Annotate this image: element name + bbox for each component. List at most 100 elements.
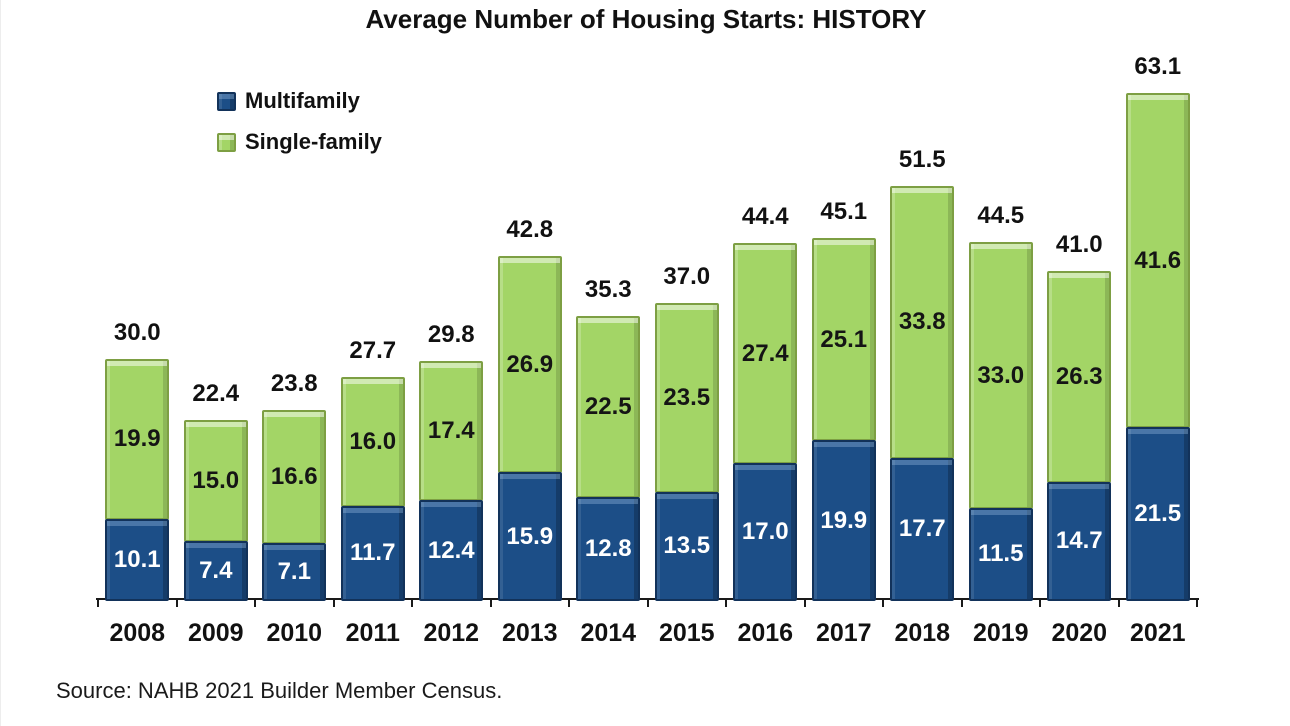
legend-item-multifamily: Multifamily bbox=[217, 86, 382, 116]
x-axis-label-2012: 2012 bbox=[423, 619, 480, 647]
total-label-2014: 35.3 bbox=[584, 276, 632, 304]
total-label-2008: 30.0 bbox=[113, 318, 161, 346]
segment-value-single-family: 15.0 bbox=[192, 466, 240, 494]
segment-value-single-family: 17.4 bbox=[427, 416, 475, 444]
segment-value-single-family: 26.9 bbox=[506, 350, 554, 378]
x-axis-tick bbox=[1196, 600, 1198, 607]
total-label-2021: 63.1 bbox=[1134, 53, 1182, 80]
x-axis-tick bbox=[175, 600, 178, 607]
bar-segment-single-family-2012: 17.4 bbox=[419, 360, 484, 502]
total-label-2010: 23.8 bbox=[270, 369, 318, 397]
segment-value-single-family: 33.0 bbox=[977, 361, 1025, 389]
chart-title: Average Number of Housing Starts: HISTOR… bbox=[365, 4, 927, 34]
x-axis-tick bbox=[960, 600, 963, 607]
total-label-2018: 51.5 bbox=[898, 146, 946, 174]
x-axis-tick bbox=[97, 600, 99, 607]
x-axis-label-2019: 2019 bbox=[972, 619, 1029, 647]
bar-segment-single-family-2009: 15.0 bbox=[183, 420, 248, 542]
legend-swatch-single-family-icon bbox=[217, 132, 236, 152]
total-label-2012: 29.8 bbox=[427, 320, 475, 348]
x-axis-label-2017: 2017 bbox=[815, 619, 872, 647]
segment-value-multifamily: 13.5 bbox=[663, 532, 711, 560]
segment-value-single-family: 16.0 bbox=[349, 428, 397, 456]
x-axis-tick bbox=[1117, 600, 1120, 607]
x-axis-tick bbox=[489, 600, 492, 607]
legend-label-single-family: Single-family bbox=[245, 129, 382, 154]
bar-segment-single-family-2020: 26.3 bbox=[1047, 270, 1112, 483]
segment-value-multifamily: 7.4 bbox=[199, 556, 233, 584]
x-axis-tick bbox=[568, 600, 570, 607]
bar-segment-single-family-2016: 27.4 bbox=[733, 243, 798, 465]
legend-item-single-family: Single-family bbox=[217, 127, 382, 157]
segment-value-single-family: 22.5 bbox=[584, 393, 632, 421]
bar-segment-multifamily-2018: 17.7 bbox=[890, 457, 955, 601]
x-axis-tick bbox=[882, 600, 884, 607]
bar-segment-single-family-2021: 41.6 bbox=[1125, 93, 1190, 429]
legend-label-multifamily: Multifamily bbox=[245, 88, 360, 113]
bar-segment-single-family-2018: 33.8 bbox=[890, 186, 955, 459]
x-axis-label-2011: 2011 bbox=[345, 619, 400, 647]
bar-segment-single-family-2011: 16.0 bbox=[340, 377, 405, 507]
x-axis-tick bbox=[1039, 600, 1041, 607]
x-axis-tick bbox=[411, 600, 413, 607]
x-axis-label-2009: 2009 bbox=[187, 619, 244, 647]
bar-segment-multifamily-2011: 11.7 bbox=[340, 505, 405, 601]
segment-value-multifamily: 11.5 bbox=[978, 540, 1024, 568]
segment-value-multifamily: 7.1 bbox=[277, 557, 311, 585]
x-axis-label-2020: 2020 bbox=[1051, 619, 1108, 647]
bar-segment-multifamily-2015: 13.5 bbox=[654, 491, 719, 601]
segment-value-multifamily: 11.7 bbox=[350, 539, 396, 567]
bar-segment-multifamily-2008: 10.1 bbox=[105, 518, 170, 601]
segment-value-multifamily: 17.7 bbox=[898, 515, 946, 543]
total-label-2013: 42.8 bbox=[506, 216, 554, 244]
bar-segment-single-family-2019: 33.0 bbox=[968, 242, 1033, 509]
bar-segment-multifamily-2017: 19.9 bbox=[811, 440, 876, 601]
bar-segment-single-family-2015: 23.5 bbox=[654, 302, 719, 493]
total-label-2020: 41.0 bbox=[1055, 230, 1103, 258]
segment-value-single-family: 27.4 bbox=[741, 339, 789, 367]
total-label-2016: 44.4 bbox=[741, 203, 789, 231]
bar-segment-multifamily-2009: 7.4 bbox=[183, 540, 248, 601]
bar-segment-single-family-2008: 19.9 bbox=[105, 358, 170, 520]
segment-value-single-family: 19.9 bbox=[113, 425, 161, 453]
segment-value-multifamily: 19.9 bbox=[820, 506, 868, 534]
bar-segment-single-family-2017: 25.1 bbox=[811, 238, 876, 442]
segment-value-single-family: 33.8 bbox=[898, 308, 946, 336]
segment-value-single-family: 41.6 bbox=[1134, 246, 1182, 274]
legend-swatch-multifamily-icon bbox=[217, 91, 236, 111]
segment-value-multifamily: 10.1 bbox=[113, 545, 161, 573]
total-label-2015: 37.0 bbox=[663, 262, 711, 290]
x-axis-label-2018: 2018 bbox=[894, 619, 951, 647]
x-axis-label-2010: 2010 bbox=[266, 619, 323, 647]
segment-value-single-family: 26.3 bbox=[1055, 362, 1103, 390]
bar-segment-multifamily-2012: 12.4 bbox=[419, 500, 484, 601]
total-label-2019: 44.5 bbox=[977, 202, 1025, 230]
segment-value-multifamily: 12.4 bbox=[427, 536, 475, 564]
segment-value-single-family: 23.5 bbox=[663, 383, 711, 411]
segment-value-single-family: 16.6 bbox=[270, 462, 318, 490]
bar-segment-multifamily-2013: 15.9 bbox=[497, 472, 562, 601]
segment-value-multifamily: 17.0 bbox=[741, 518, 789, 546]
x-axis-label-2016: 2016 bbox=[737, 619, 794, 647]
bar-segment-single-family-2014: 22.5 bbox=[576, 316, 641, 499]
segment-value-multifamily: 14.7 bbox=[1055, 527, 1103, 555]
segment-value-single-family: 25.1 bbox=[820, 325, 868, 353]
x-axis-label-2008: 2008 bbox=[109, 619, 166, 647]
bar-segment-single-family-2013: 26.9 bbox=[497, 256, 562, 474]
bar-segment-multifamily-2020: 14.7 bbox=[1047, 481, 1112, 601]
x-axis-tick bbox=[725, 600, 727, 607]
bar-segment-multifamily-2010: 7.1 bbox=[262, 542, 327, 601]
bar-segment-single-family-2010: 16.6 bbox=[262, 409, 327, 544]
total-label-2009: 22.4 bbox=[192, 380, 240, 408]
x-axis-tick bbox=[254, 600, 256, 607]
source-note: Source: NAHB 2021 Builder Member Census. bbox=[56, 678, 503, 703]
chart-legend: Multifamily Single-family bbox=[217, 86, 382, 168]
segment-value-multifamily: 12.8 bbox=[584, 535, 632, 563]
total-label-2017: 45.1 bbox=[820, 198, 868, 226]
segment-value-multifamily: 21.5 bbox=[1134, 500, 1182, 528]
x-axis-line bbox=[96, 598, 1199, 600]
bar-segment-multifamily-2021: 21.5 bbox=[1125, 427, 1190, 601]
x-axis-label-2013: 2013 bbox=[501, 619, 558, 647]
